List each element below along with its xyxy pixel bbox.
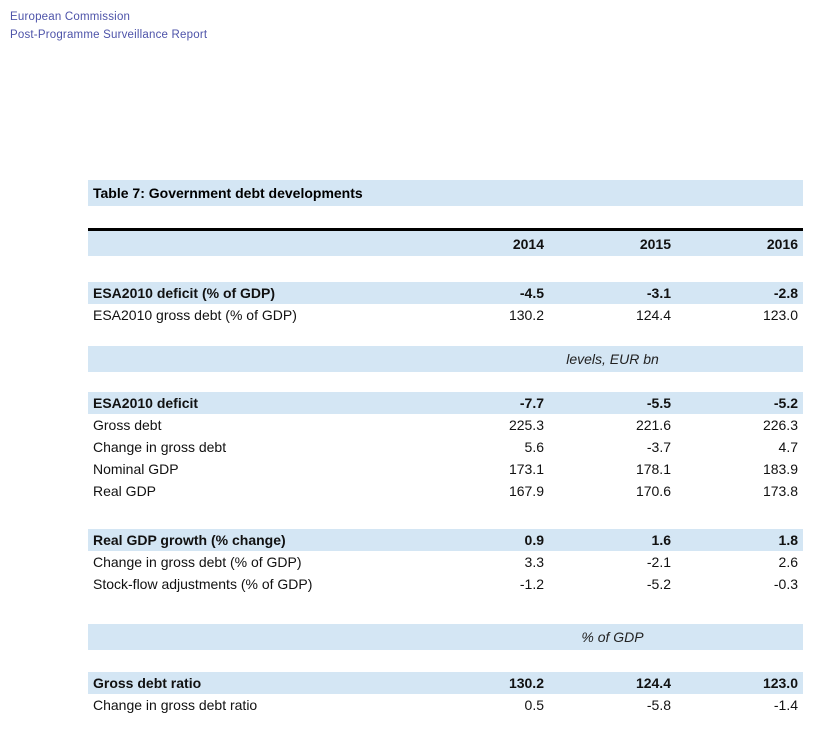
report-name: Post-Programme Surveillance Report [10,29,208,41]
table-section: ESA2010 deficit -7.7 -5.5 -5.2 Gross debt 225… [88,392,803,502]
cell-value: 173.8 [762,483,798,499]
cell-value: -2.8 [773,285,798,301]
cell-value: 1.8 [778,532,798,548]
table-row: Real GDP 167.9 170.6 173.8 [88,480,803,502]
cell-value: 124.4 [635,307,671,323]
year-header-cell: 2014 [512,235,544,252]
row-label: ESA2010 deficit (% of GDP) [93,285,276,301]
table-row: Nominal GDP 173.1 178.1 183.9 [88,458,803,480]
row-label: Real GDP [93,483,157,499]
cell-value: -3.1 [646,285,671,301]
row-label: ESA2010 deficit [93,395,199,411]
year-header-row: 2014 2015 2016 [88,231,803,256]
table-row: Change in gross debt 5.6 -3.7 4.7 [88,436,803,458]
cell-value: -3.7 [646,439,671,455]
cell-value: 167.9 [508,483,544,499]
cell-value: -5.2 [646,576,671,592]
unit-band-label: % of GDP [581,629,644,645]
cell-value: -4.5 [519,285,544,301]
cell-value: 1.6 [651,532,671,548]
cell-value: 124.4 [635,675,671,691]
table-title-band: Table 7: Government debt developments [88,180,803,206]
cell-value: -1.4 [773,697,798,713]
unit-band: levels, EUR bn [88,346,803,372]
table-section: ESA2010 deficit (% of GDP) -4.5 -3.1 -2.8 ES… [88,282,803,326]
table-title: Table 7: Government debt developments [93,185,363,201]
cell-value: 0.9 [524,532,544,548]
table-row: ESA2010 gross debt (% of GDP) 130.2 124.4 1… [88,304,803,326]
cell-value: -7.7 [519,395,544,411]
row-label: Gross debt ratio [93,675,202,691]
unit-band-spacer [88,624,422,650]
table-row-emphasis: Real GDP growth (% change) 0.9 1.6 1.8 [88,529,803,551]
row-label: Change in gross debt [93,439,227,455]
commission-name: European Commission [10,11,131,23]
cell-value: 183.9 [762,461,798,477]
table-row: Change in gross debt ratio 0.5 -5.8 -1.4 [88,694,803,716]
unit-band: % of GDP [88,624,803,650]
year-header-cell: 2016 [766,235,798,252]
cell-value: 226.3 [762,417,798,433]
cell-value: 130.2 [508,675,544,691]
table-section: Gross debt ratio 130.2 124.4 123.0 Change in… [88,672,803,716]
row-label: Change in gross debt (% of GDP) [93,554,302,570]
table-section: Real GDP growth (% change) 0.9 1.6 1.8 Chang… [88,529,803,595]
cell-value: 0.5 [524,697,544,713]
table-top-rule [88,228,803,231]
cell-value: -2.1 [646,554,671,570]
document-header: European Commission Post-Programme Surve… [10,8,207,44]
table-row-emphasis: ESA2010 deficit (% of GDP) -4.5 -3.1 -2.8 [88,282,803,304]
cell-value: 178.1 [635,461,671,477]
unit-band-spacer [88,346,422,372]
cell-value: 221.6 [635,417,671,433]
cell-value: -5.2 [773,395,798,411]
cell-value: -0.3 [773,576,798,592]
table-row: Stock-flow adjustments (% of GDP) -1.2 -5.… [88,573,803,595]
cell-value: 123.0 [762,307,798,323]
row-label: Real GDP growth (% change) [93,532,286,548]
year-header-cell: 2015 [639,235,671,252]
row-label: Change in gross debt ratio [93,697,258,713]
debt-table: Table 7: Government debt developments 20… [88,180,803,716]
cell-value: 225.3 [508,417,544,433]
cell-value: -5.8 [646,697,671,713]
table-row-emphasis: Gross debt ratio 130.2 124.4 123.0 [88,672,803,694]
row-label: ESA2010 gross debt (% of GDP) [93,307,297,323]
row-label: Nominal GDP [93,461,179,477]
cell-value: 130.2 [508,307,544,323]
cell-value: -1.2 [519,576,544,592]
table-row: Change in gross debt (% of GDP) 3.3 -2.1 2.… [88,551,803,573]
cell-value: 3.3 [524,554,544,570]
unit-band-label: levels, EUR bn [566,351,659,367]
cell-value: 123.0 [762,675,798,691]
row-label: Gross debt [93,417,162,433]
row-label: Stock-flow adjustments (% of GDP) [93,576,313,592]
cell-value: 173.1 [508,461,544,477]
cell-value: 5.6 [524,439,544,455]
cell-value: 170.6 [635,483,671,499]
table-row: Gross debt 225.3 221.6 226.3 [88,414,803,436]
cell-value: 4.7 [778,439,798,455]
cell-value: -5.5 [646,395,671,411]
table-row-emphasis: ESA2010 deficit -7.7 -5.5 -5.2 [88,392,803,414]
cell-value: 2.6 [778,554,798,570]
